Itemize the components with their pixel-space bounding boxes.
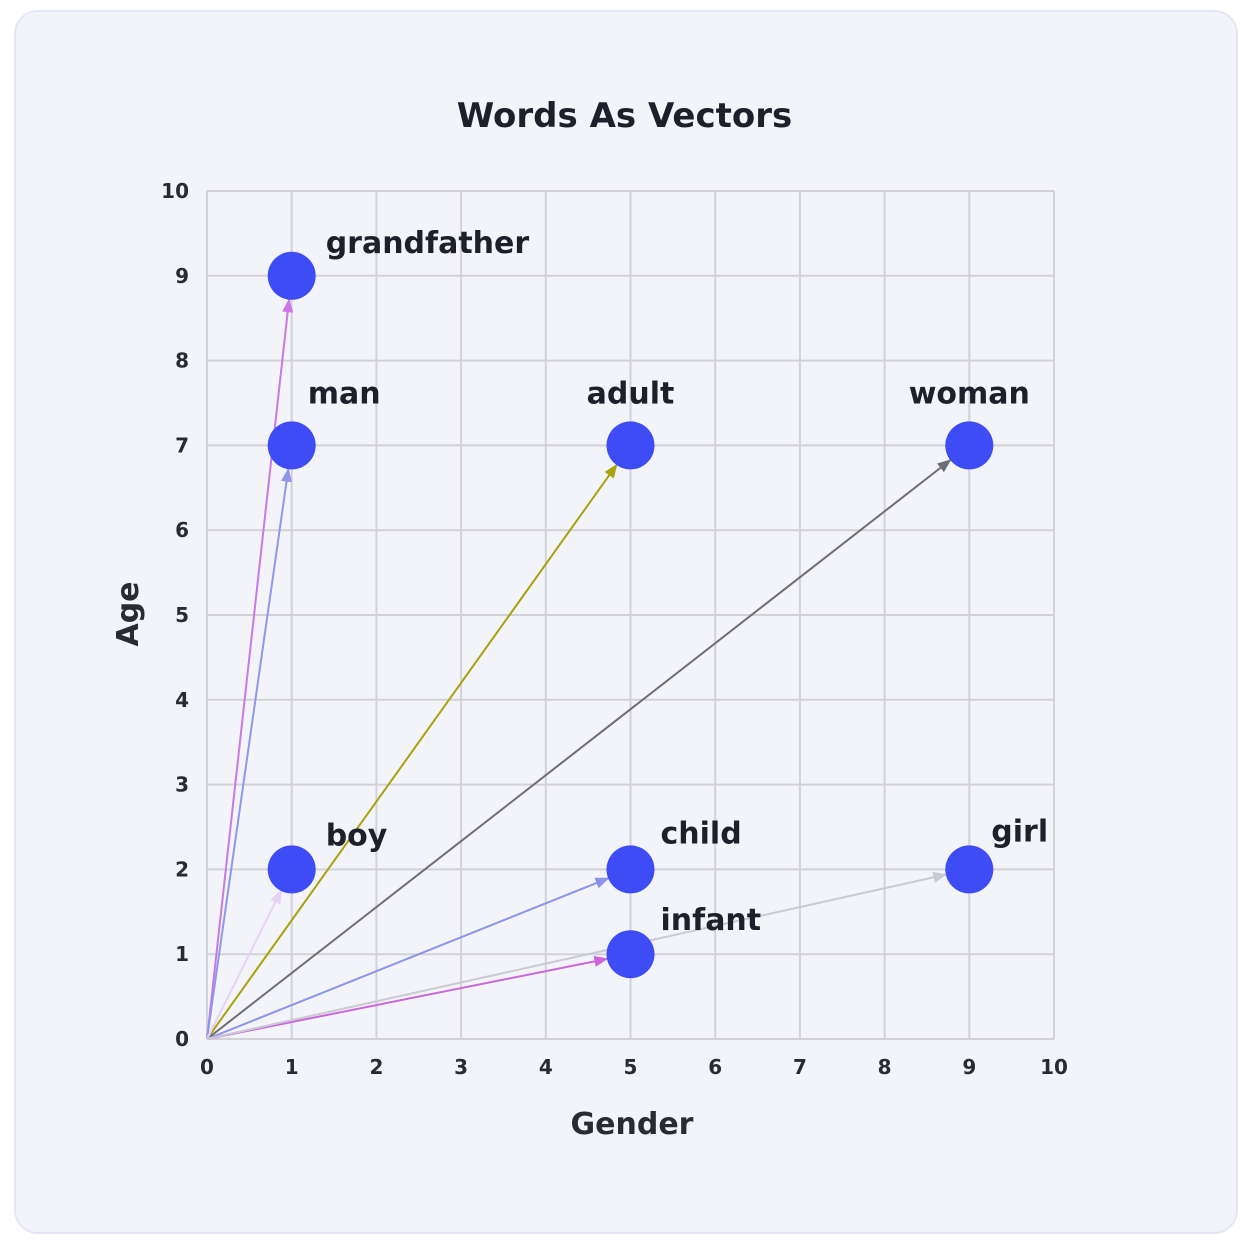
vector-arrow-adult <box>206 463 618 1040</box>
x-tick-label: 1 <box>285 1055 299 1079</box>
x-tick-label: 4 <box>539 1055 553 1079</box>
grid <box>206 190 1055 1040</box>
x-tick-label: 8 <box>878 1055 892 1079</box>
x-tick-label: 3 <box>454 1055 468 1079</box>
y-tick-label: 4 <box>175 688 189 712</box>
point-label-woman: woman <box>909 376 1030 411</box>
vector-arrows <box>206 298 952 1040</box>
point-man <box>267 421 316 470</box>
point-adult <box>606 421 655 470</box>
y-tick-label: 6 <box>175 518 189 542</box>
vector-arrow-man <box>206 467 293 1040</box>
point-label-infant: infant <box>661 903 762 938</box>
x-tick-label: 9 <box>962 1055 976 1079</box>
x-tick-label: 2 <box>369 1055 383 1079</box>
point-label-girl: girl <box>991 814 1048 849</box>
point-child <box>606 845 655 894</box>
vector-arrow-grandfather <box>206 298 294 1040</box>
x-tick-label: 7 <box>793 1055 807 1079</box>
y-tick-label: 9 <box>175 264 189 288</box>
y-tick-label: 0 <box>175 1027 189 1051</box>
point-infant <box>606 930 655 979</box>
point-boy <box>267 845 316 894</box>
y-tick-label: 7 <box>175 433 189 457</box>
vector-arrow-boy <box>206 889 282 1040</box>
vector-arrow-woman <box>206 459 952 1040</box>
x-tick-label: 0 <box>200 1055 214 1079</box>
point-label-man: man <box>308 376 381 411</box>
point-woman <box>945 421 994 470</box>
point-label-grandfather: grandfather <box>326 226 530 261</box>
y-tick-label: 8 <box>175 349 189 373</box>
x-tick-label: 6 <box>708 1055 722 1079</box>
data-points <box>267 251 994 979</box>
point-girl <box>945 845 994 894</box>
y-tick-label: 2 <box>175 857 189 881</box>
x-tick-label: 5 <box>624 1055 638 1079</box>
y-tick-label: 3 <box>175 773 189 797</box>
vector-arrow-infant <box>206 955 609 1040</box>
point-label-adult: adult <box>587 376 675 411</box>
y-tick-label: 10 <box>161 179 189 203</box>
y-tick-label: 5 <box>175 603 189 627</box>
chart-title: Words As Vectors <box>456 96 793 136</box>
point-label-boy: boy <box>326 818 388 853</box>
x-axis-label: Gender <box>571 1107 694 1142</box>
vector-arrow-girl <box>206 871 948 1040</box>
x-tick-label: 10 <box>1040 1055 1068 1079</box>
tick-labels: 0 1 2 3 4 5 6 7 8 9 10 0 1 2 3 4 5 6 7 8 9 10 <box>161 179 1068 1079</box>
point-labels: grandfather man adult woman boy child infant gi… <box>308 226 1048 938</box>
y-axis-label: Age <box>111 581 146 646</box>
y-tick-label: 1 <box>175 942 189 966</box>
point-label-child: child <box>661 816 742 851</box>
point-grandfather <box>267 251 316 300</box>
vector-arrow-child <box>206 877 610 1040</box>
